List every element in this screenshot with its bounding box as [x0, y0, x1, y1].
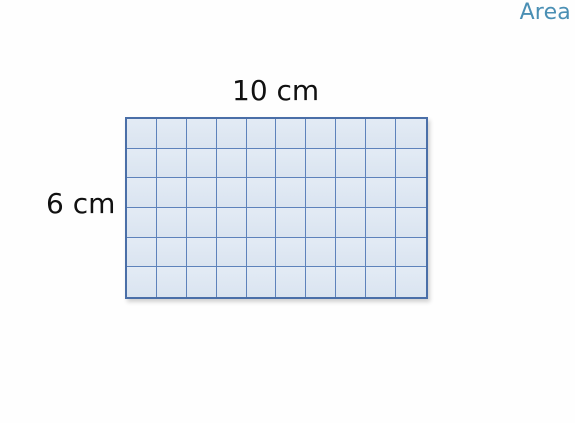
grid-cell [156, 178, 187, 208]
grid-cell [246, 267, 277, 297]
grid-cell [306, 207, 337, 238]
grid-cell [396, 267, 426, 297]
grid-cell [396, 148, 426, 179]
grid-cell [127, 267, 157, 297]
slide-title: Area [519, 0, 571, 25]
grid-cell [276, 267, 307, 297]
grid-cell [306, 178, 337, 208]
grid-cell [246, 178, 277, 208]
grid-cell [306, 119, 337, 149]
grid-cell [396, 207, 426, 238]
grid-cell [216, 267, 247, 297]
grid-cell [336, 119, 367, 149]
grid-cell [396, 119, 426, 149]
grid-cell [216, 178, 247, 208]
grid-cell [276, 119, 307, 149]
width-label: 10 cm [232, 74, 320, 107]
grid-cell [276, 207, 307, 238]
grid-cell [366, 237, 397, 268]
grid-cell [276, 148, 307, 179]
grid-cell [306, 148, 337, 179]
grid-cell [186, 237, 217, 268]
grid-cell [186, 267, 217, 297]
grid-cell [246, 207, 277, 238]
grid-cell [156, 267, 187, 297]
grid-cell [276, 178, 307, 208]
grid-cell [156, 148, 187, 179]
grid-cell [216, 119, 247, 149]
grid-cells [125, 117, 428, 299]
grid-cell [306, 237, 337, 268]
grid-cell [306, 267, 337, 297]
grid-cell [336, 267, 367, 297]
grid-cell [216, 148, 247, 179]
grid-cell [276, 237, 307, 268]
grid-cell [127, 119, 157, 149]
grid-cell [127, 207, 157, 238]
grid-cell [366, 207, 397, 238]
grid-cell [127, 178, 157, 208]
grid-cell [366, 148, 397, 179]
grid-cell [156, 119, 187, 149]
area-grid [125, 117, 428, 299]
grid-cell [186, 119, 217, 149]
grid-cell [186, 148, 217, 179]
grid-cell [396, 178, 426, 208]
grid-cell [216, 207, 247, 238]
grid-cell [366, 178, 397, 208]
grid-cell [216, 237, 247, 268]
grid-cell [336, 178, 367, 208]
grid-cell [336, 207, 367, 238]
grid-cell [186, 178, 217, 208]
grid-cell [246, 148, 277, 179]
grid-cell [246, 237, 277, 268]
grid-cell [127, 148, 157, 179]
grid-cell [336, 237, 367, 268]
grid-cell [127, 237, 157, 268]
grid-cell [156, 237, 187, 268]
grid-cell [366, 119, 397, 149]
grid-cell [396, 237, 426, 268]
grid-cell [156, 207, 187, 238]
grid-cell [366, 267, 397, 297]
height-label: 6 cm [46, 187, 116, 220]
grid-cell [246, 119, 277, 149]
grid-cell [336, 148, 367, 179]
grid-cell [186, 207, 217, 238]
